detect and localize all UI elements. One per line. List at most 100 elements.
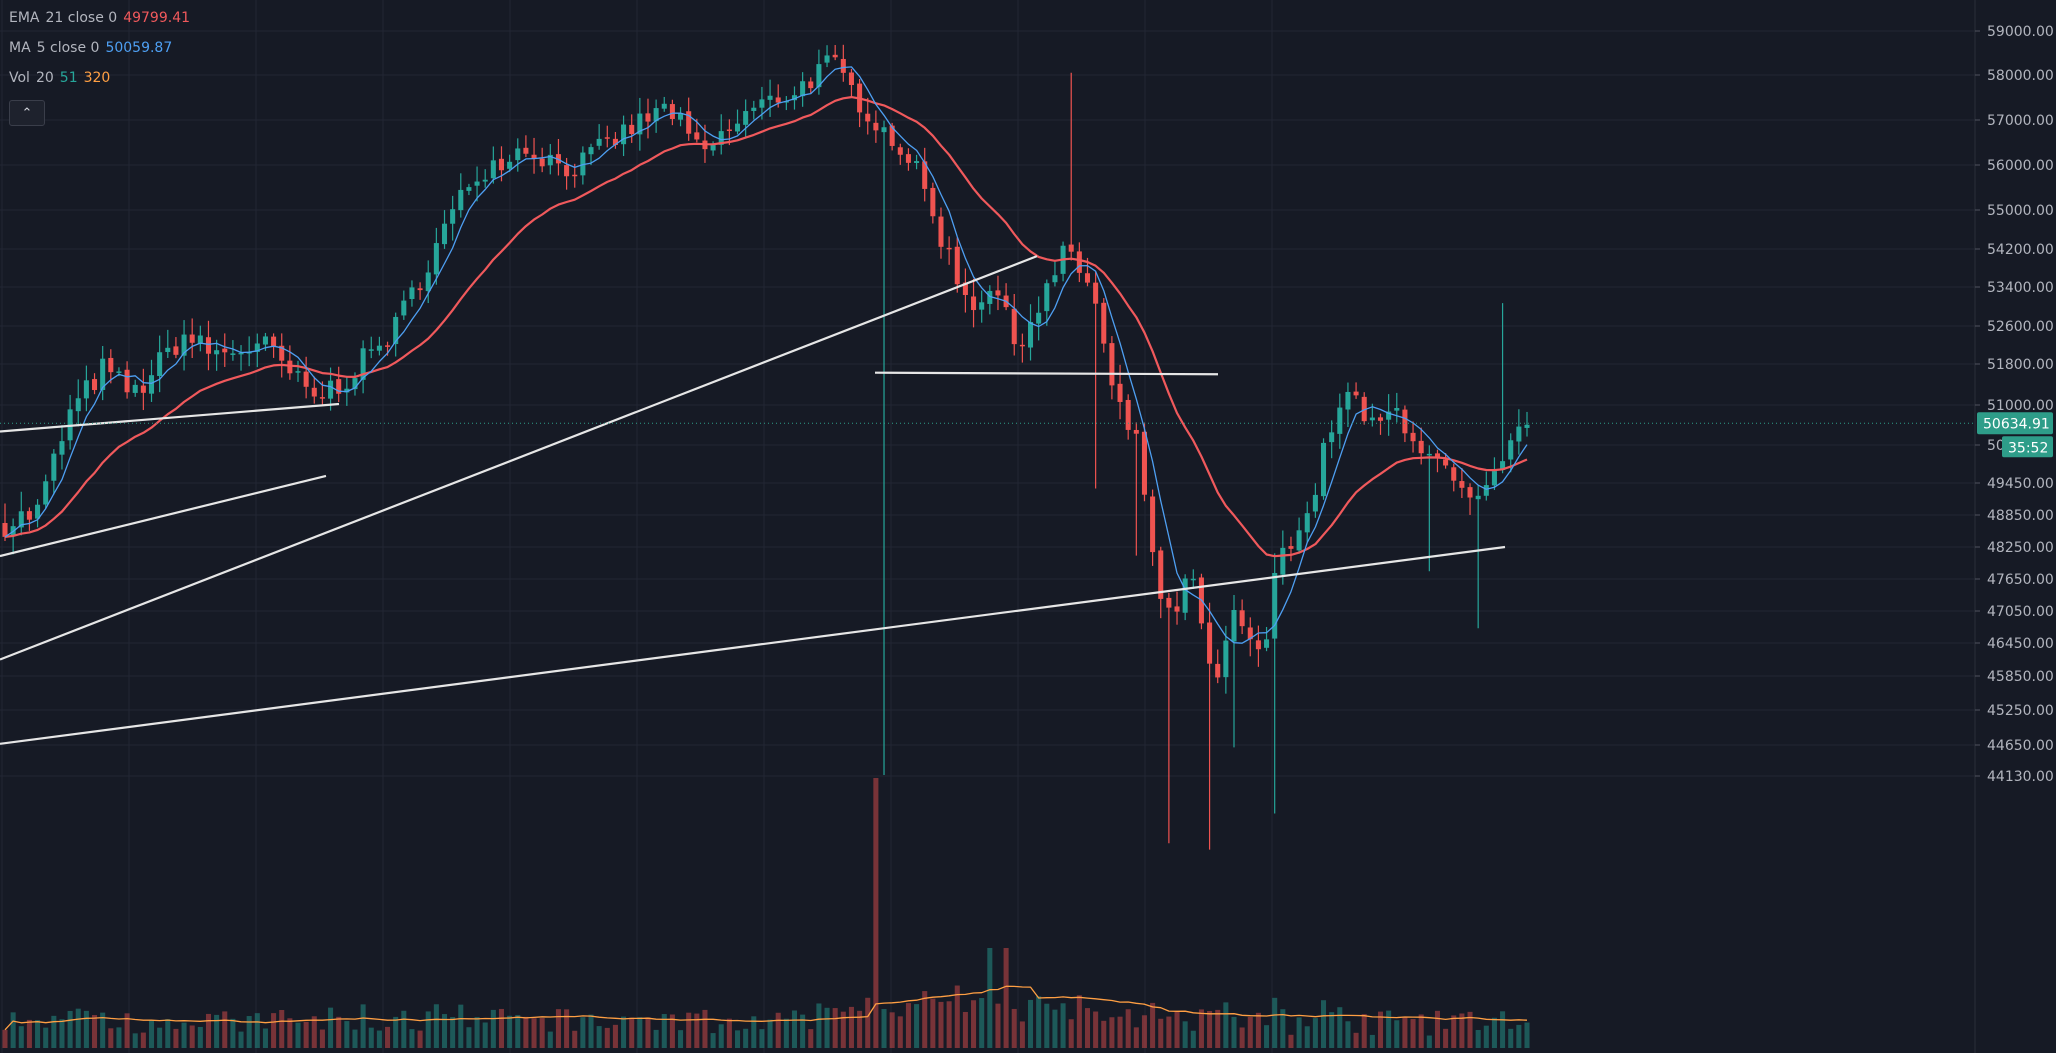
volume-bar-138: [1125, 1009, 1131, 1048]
volume-bar-5: [43, 1027, 49, 1048]
candle-body-92: [751, 107, 757, 111]
candle-body-83: [678, 113, 684, 120]
candle-body-99: [808, 81, 814, 89]
current-price-value: 50634.91: [1983, 416, 2050, 432]
candle-body-34: [279, 345, 285, 361]
legend-collapse-button[interactable]: ⌃: [9, 100, 45, 126]
volume-bar-24: [197, 1026, 203, 1048]
candle-body-171: [1394, 407, 1400, 411]
candle-body-36: [295, 371, 301, 373]
trendline-3: [0, 545, 1506, 745]
volume-bar-25: [205, 1013, 211, 1048]
legend-ma[interactable]: MA 5 close 0 50059.87: [9, 38, 196, 68]
candle-body-9: [75, 398, 81, 412]
current-price-tag: [1977, 412, 2053, 435]
candle-body-21: [173, 346, 179, 355]
volume-bar-17: [140, 1032, 146, 1048]
volume-bar-48: [393, 1016, 399, 1048]
volume-bar-34: [279, 1009, 285, 1048]
volume-bar-54: [441, 1014, 448, 1048]
volume-bar-41: [336, 1016, 342, 1048]
volume-bar-69: [564, 1009, 570, 1048]
candle-body-182: [1483, 485, 1489, 496]
volume-bar-174: [1418, 1014, 1424, 1048]
volume-bar-42: [344, 1021, 350, 1048]
volume-bar-38: [311, 1016, 317, 1048]
candle-body-128: [1044, 283, 1050, 312]
trendlines[interactable]: [0, 255, 1506, 745]
candle-body-183: [1491, 471, 1497, 486]
candle-body-54: [441, 223, 448, 245]
legend-vol[interactable]: Vol 20 51 320: [9, 68, 196, 98]
legend-vol-params: 20: [35, 70, 54, 86]
candle-body-169: [1377, 417, 1384, 421]
volume-bar-117: [954, 985, 960, 1048]
price-axis[interactable]: 59000.00 58000.00 57000.00 56000.00 55000.00…: [1974, 0, 2054, 1053]
candle-body-51: [417, 288, 423, 291]
candle-body-118: [962, 282, 968, 296]
candle-body-139: [1133, 429, 1139, 434]
candle-body-110: [897, 147, 903, 155]
trendline-4: [874, 371, 1219, 376]
candle-body-33: [271, 336, 277, 347]
candle-body-91: [743, 111, 749, 125]
volume-bar-101: [824, 1007, 830, 1048]
candle-body-88: [718, 131, 724, 145]
volume-bar-159: [1296, 1017, 1302, 1048]
candle-body-25: [205, 337, 211, 354]
candle-body-24: [197, 335, 203, 344]
candle-body-127: [1036, 312, 1042, 324]
volume-bar-21: [173, 1028, 179, 1048]
candle-body-157: [1280, 547, 1286, 575]
volume-bar-140: [1141, 1015, 1147, 1048]
candle-body-143: [1166, 597, 1172, 608]
candle-body-80: [653, 108, 659, 122]
volume-bar-16: [132, 1033, 138, 1048]
legend-ema[interactable]: EMA 21 close 0 49799.41: [9, 8, 196, 38]
candle-body-134: [1093, 282, 1099, 304]
volume-bar-39: [319, 1029, 325, 1048]
volume-bar-1: [10, 1012, 16, 1048]
legend-ma-value: 50059.87: [105, 40, 173, 56]
volume-bar-165: [1345, 1021, 1351, 1048]
candle-body-131: [1068, 244, 1074, 252]
volume-bar-164: [1337, 1007, 1343, 1048]
candle-body-109: [889, 125, 895, 146]
candle-body-82: [669, 104, 675, 119]
volume-bar-172: [1402, 1016, 1408, 1048]
candle-body-119: [971, 296, 977, 311]
volume-bar-97: [791, 1010, 798, 1048]
volume-bar-82: [669, 1014, 675, 1048]
volume-bar-67: [547, 1031, 553, 1048]
candle-body-40: [328, 380, 334, 399]
volume-bar-128: [1044, 1003, 1050, 1048]
candle-body-42: [344, 388, 350, 393]
candle-body-5: [43, 481, 49, 505]
candle-body-46: [376, 345, 382, 351]
volume-bar-74: [604, 1027, 610, 1048]
volume-bar-45: [368, 1027, 374, 1048]
volume-bar-149: [1215, 1009, 1221, 1048]
volume-bar-114: [930, 998, 936, 1048]
volume-bar-65: [531, 1018, 537, 1048]
candle-body-39: [319, 397, 325, 399]
volume-bar-124: [1011, 1008, 1017, 1048]
price-label-8: 51800.00: [1987, 357, 2054, 373]
candle-body-28: [230, 353, 236, 355]
legend-ema-name: EMA: [9, 10, 40, 26]
volume-bar-103: [840, 1011, 846, 1048]
volume-bar-145: [1182, 1021, 1188, 1048]
volume-bar-142: [1158, 1018, 1164, 1048]
candle-body-103: [840, 58, 846, 73]
candle-body-32: [262, 336, 268, 345]
volume-bar-85: [694, 1013, 700, 1048]
volume-bar-75: [612, 1024, 618, 1048]
candle-body-27: [222, 348, 228, 353]
volume-bar-100: [816, 1003, 822, 1048]
candle-body-152: [1239, 610, 1245, 627]
candle-body-170: [1386, 411, 1392, 420]
candle-body-117: [954, 246, 960, 285]
volume-bar-58: [474, 1017, 480, 1048]
